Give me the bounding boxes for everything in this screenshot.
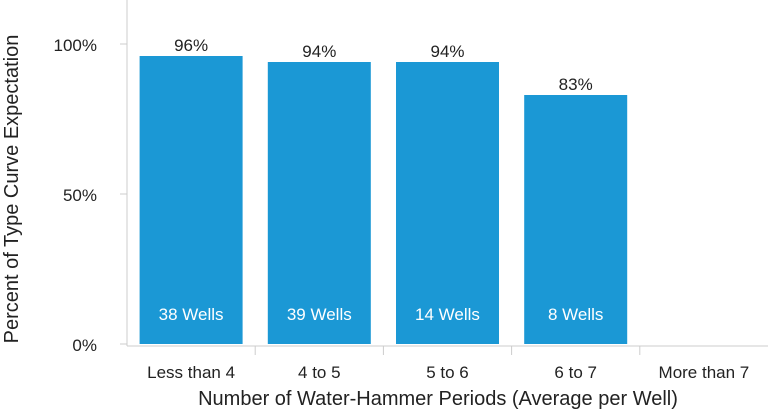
bar — [396, 62, 499, 344]
y-tick-label: 50% — [63, 186, 97, 205]
data-label: 94% — [430, 42, 464, 61]
bar-annotation: 39 Wells — [287, 305, 352, 324]
bar — [267, 62, 371, 344]
x-tick-label: 6 to 7 — [554, 363, 597, 382]
bar-annotation: 8 Wells — [548, 305, 603, 324]
data-label: 94% — [302, 42, 336, 61]
y-tick-label: 100% — [54, 36, 97, 55]
bar — [524, 95, 628, 344]
bars: 96% 38 Wells 94% 39 Wells 94% 14 Wells 83% 8 We… — [139, 36, 628, 344]
x-tick-label: 4 to 5 — [298, 363, 341, 382]
x-axis-label: Number of Water-Hammer Periods (Average … — [198, 388, 678, 410]
data-label: 96% — [174, 36, 208, 55]
x-tick-label: 5 to 6 — [426, 363, 469, 382]
y-axis: 0% 50% 100% — [54, 0, 128, 355]
x-tick-label: Less than 4 — [147, 363, 235, 382]
x-tick-label: More than 7 — [659, 363, 750, 382]
y-tick-label: 0% — [72, 336, 97, 355]
y-axis-label: Percent of Type Curve Expectation — [1, 35, 23, 344]
data-label: 83% — [559, 75, 593, 94]
x-axis: Less than 4 4 to 5 5 to 6 6 to 7 More than 7 — [127, 345, 768, 382]
bar-annotation: 38 Wells — [159, 305, 224, 324]
bar — [139, 56, 243, 344]
bar-annotation: 14 Wells — [415, 305, 480, 324]
